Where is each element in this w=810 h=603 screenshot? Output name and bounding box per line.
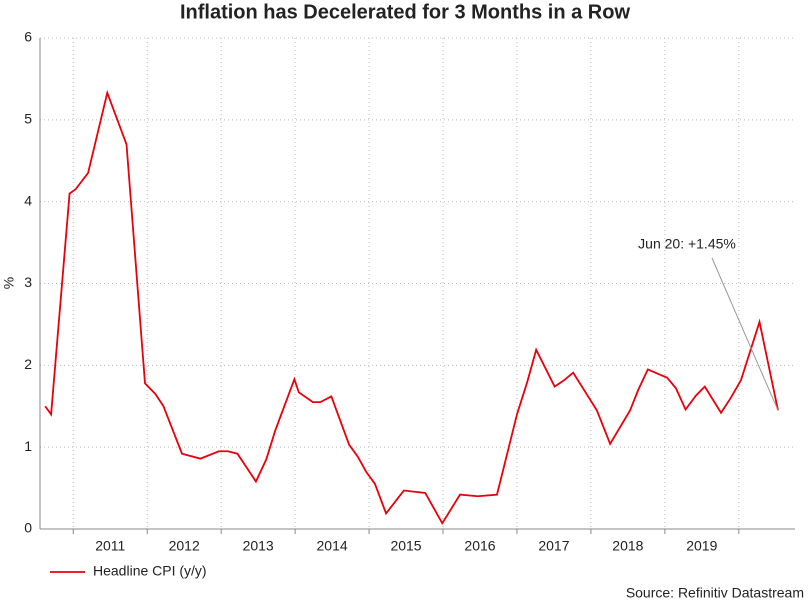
y-axis-label: % [1, 277, 17, 289]
x-tick-label: 2014 [317, 538, 348, 554]
y-tick-label: 4 [24, 192, 32, 208]
y-tick-label: 5 [24, 111, 32, 127]
x-tick-label: 2013 [243, 538, 274, 554]
y-tick-label: 0 [24, 520, 32, 536]
chart-title: Inflation has Decelerated for 3 Months i… [180, 1, 631, 23]
y-tick-label: 6 [24, 29, 32, 45]
y-tick-label: 3 [24, 274, 32, 290]
series-line [44, 89, 779, 526]
x-tick-label: 2012 [169, 538, 200, 554]
x-tick-label: 2019 [686, 538, 717, 554]
x-tick-label: 2015 [390, 538, 421, 554]
x-tick-label: 2016 [464, 538, 495, 554]
x-tick-label: 2011 [95, 538, 125, 554]
source: Source: Refinitiv Datastream [626, 585, 804, 601]
y-tick-label: 1 [24, 438, 32, 454]
annotation-line [711, 257, 779, 411]
x-tick-label: 2017 [538, 538, 569, 554]
legend-label: Headline CPI (y/y) [93, 563, 207, 579]
y-tick-label: 2 [24, 356, 32, 372]
annotation: Jun 20: +1.45% [638, 236, 736, 252]
x-tick-label: 2018 [612, 538, 643, 554]
